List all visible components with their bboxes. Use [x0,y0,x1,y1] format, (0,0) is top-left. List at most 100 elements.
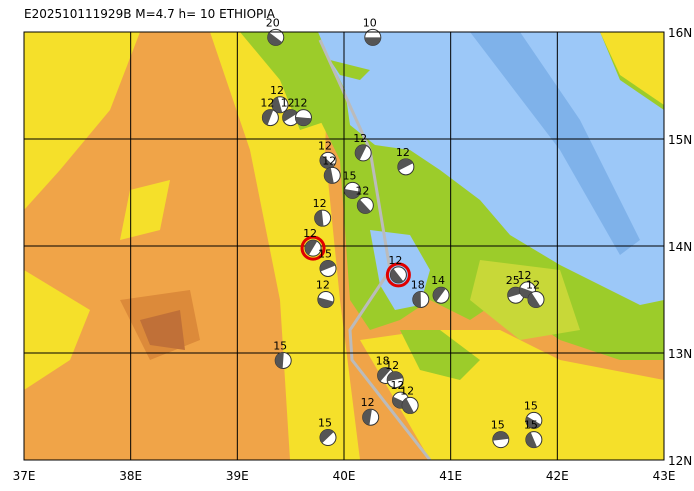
focal-mechanism: 15 [273,339,292,369]
map-frame [23,31,665,461]
focal-mechanism: 12 [355,184,374,214]
compression-quadrant [275,352,284,369]
depth-label: 15 [524,399,538,412]
lat-label: 16N [668,26,692,40]
focal-mechanism: 12 [322,154,341,184]
compression-quadrant [320,260,336,272]
depth-label: 12 [400,384,414,397]
depth-label: 14 [431,274,445,287]
depth-label: 12 [270,84,284,97]
compression-quadrant [492,431,509,441]
lon-label: 37E [13,469,36,483]
lon-label: 41E [439,469,462,483]
depth-label: 12 [303,227,317,240]
depth-label: 12 [361,396,375,409]
compression-quadrant [390,268,404,283]
lat-label: 15N [668,133,692,147]
focal-mechanism: 10 [363,16,382,46]
focal-mechanism: 12 [361,396,380,426]
compression-quadrant [362,409,372,426]
focal-mechanism: 12 [318,139,337,169]
focal-mechanism: 12 [400,384,419,414]
focal-mechanism: 12 [526,279,545,308]
depth-label: 12 [355,184,369,197]
depth-label: 12 [396,146,410,159]
focal-mechanism: 12 [396,146,415,176]
compression-quadrant [320,155,334,169]
compression-quadrant [305,240,318,255]
compression-quadrant [525,416,541,429]
focal-mechanism: 15 [318,417,337,447]
compression-quadrant [525,432,537,448]
compression-quadrant [267,32,283,46]
compression-quadrant [272,97,283,113]
depth-label: 18 [411,279,425,292]
compression-quadrant [377,367,391,382]
focal-mechanism: 12 [353,132,372,162]
depth-label: 12 [526,279,540,292]
depth-label: 12 [293,97,307,110]
focal-mechanism: 12 [385,254,411,288]
compression-quadrant [357,199,371,214]
depth-label: 20 [266,16,280,29]
focal-mechanism: 15 [318,247,337,277]
focal-mechanism: 15 [491,419,510,449]
lon-label: 43E [653,469,676,483]
depth-label: 12 [318,139,332,152]
focal-mechanism: 20 [266,16,285,46]
focal-mechanism: 12 [385,359,404,389]
depth-label: 12 [260,97,274,110]
focal-mechanism: 12 [281,97,300,127]
depth-label: 12 [316,279,330,292]
lon-label: 40E [333,469,356,483]
depth-label: 12 [385,359,399,372]
recent-ring [300,235,326,261]
title: E202510111929B M=4.7 h= 10 ETHIOPIA [24,7,276,21]
depth-label: 12 [388,254,402,267]
focal-mechanism: 12 [300,227,326,261]
depth-label: 10 [363,16,377,29]
compression-quadrant [320,429,334,444]
depth-label: 12 [313,197,327,210]
focal-mechanism: 18 [411,279,430,308]
focal-mechanism: 14 [431,274,450,304]
lat-label: 12N [668,454,692,468]
depth-label: 15 [524,419,538,432]
depth-label: 18 [376,354,390,367]
depth-label: 12 [322,154,336,167]
compression-quadrant [397,158,413,171]
focal-mechanism: 12 [260,97,279,127]
depth-label: 12 [353,132,367,145]
focal-mechanism: 15 [524,399,543,429]
focal-mechanism: 15 [343,169,362,199]
depth-label: 12 [517,269,531,282]
lat-label: 14N [668,240,692,254]
focal-mechanism: 12 [293,97,312,127]
lon-label: 42E [546,469,569,483]
compression-quadrant [314,210,324,227]
focal-mechanism: 12 [313,197,332,227]
depth-label: 15 [491,419,505,432]
depth-label: 15 [343,169,357,182]
depth-label: 12 [281,97,295,110]
recent-ring [385,262,411,288]
depth-label: 15 [318,417,332,430]
focal-mechanism: 15 [524,419,543,449]
compression-quadrant [433,287,446,302]
depth-label: 12 [391,379,405,392]
depth-label: 15 [273,339,287,352]
compression-quadrant [412,291,421,308]
focal-mechanism: 12 [270,84,289,114]
depth-label: 15 [318,247,332,260]
lon-label: 39E [226,469,249,483]
compression-quadrant [324,167,334,184]
compression-quadrant [355,144,367,161]
compression-quadrant [344,188,361,199]
lon-label: 38E [119,469,142,483]
compression-quadrant [387,371,404,382]
compression-quadrant [528,292,541,308]
compression-quadrant [402,398,414,414]
compression-quadrant [262,109,274,126]
